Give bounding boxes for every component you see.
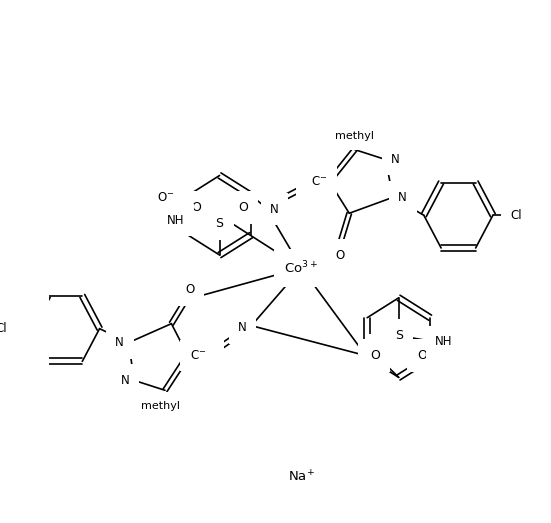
Text: O: O [191, 201, 201, 214]
Text: N: N [367, 351, 376, 364]
Text: O: O [238, 201, 248, 214]
Text: Cl: Cl [511, 209, 522, 222]
Text: Cl: Cl [0, 322, 7, 335]
Text: N: N [270, 203, 279, 216]
Text: NH: NH [166, 214, 184, 226]
Text: NH: NH [435, 335, 452, 348]
Text: N: N [206, 343, 215, 356]
Text: N: N [115, 336, 124, 349]
Text: C$^{-}$: C$^{-}$ [190, 349, 206, 362]
Text: O: O [185, 283, 194, 297]
Text: N: N [306, 181, 315, 194]
Text: O: O [370, 349, 380, 362]
Text: N: N [398, 191, 407, 204]
Text: O: O [336, 248, 345, 262]
Text: S: S [215, 217, 224, 230]
Text: C$^{-}$: C$^{-}$ [311, 175, 327, 188]
Text: Na$^{+}$: Na$^{+}$ [288, 469, 315, 484]
Text: O: O [418, 349, 427, 362]
Text: S: S [395, 329, 403, 342]
Text: N: N [391, 153, 400, 166]
Text: N: N [121, 374, 129, 387]
Text: N: N [238, 321, 247, 334]
Text: methyl: methyl [141, 401, 180, 411]
Text: methyl: methyl [335, 131, 374, 141]
Text: Co$^{3+}$: Co$^{3+}$ [284, 259, 318, 276]
Text: O$^{-}$: O$^{-}$ [375, 343, 392, 356]
Text: O$^{-}$: O$^{-}$ [157, 191, 175, 204]
